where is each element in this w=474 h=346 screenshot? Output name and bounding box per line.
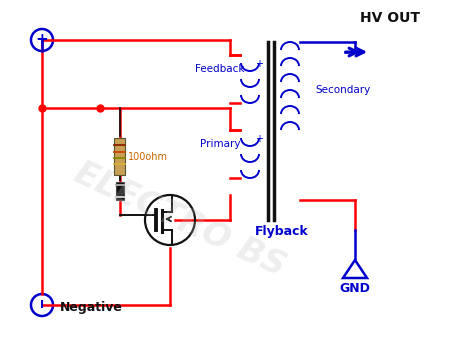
Bar: [115, 138, 126, 175]
Text: Flyback: Flyback: [255, 225, 309, 238]
Bar: [116, 182, 124, 200]
Text: 100ohm: 100ohm: [128, 152, 168, 162]
Text: I: I: [40, 300, 44, 310]
Text: Secondary: Secondary: [315, 85, 370, 95]
Text: HV OUT: HV OUT: [360, 11, 420, 25]
Text: GND: GND: [339, 282, 371, 295]
Text: +: +: [255, 59, 263, 69]
Text: +: +: [36, 33, 48, 47]
Text: Negative: Negative: [60, 300, 123, 313]
Text: ELECTRO BS: ELECTRO BS: [69, 157, 291, 283]
Text: +: +: [255, 134, 263, 144]
Text: Feedback: Feedback: [195, 64, 245, 74]
Text: Primary: Primary: [200, 139, 240, 149]
